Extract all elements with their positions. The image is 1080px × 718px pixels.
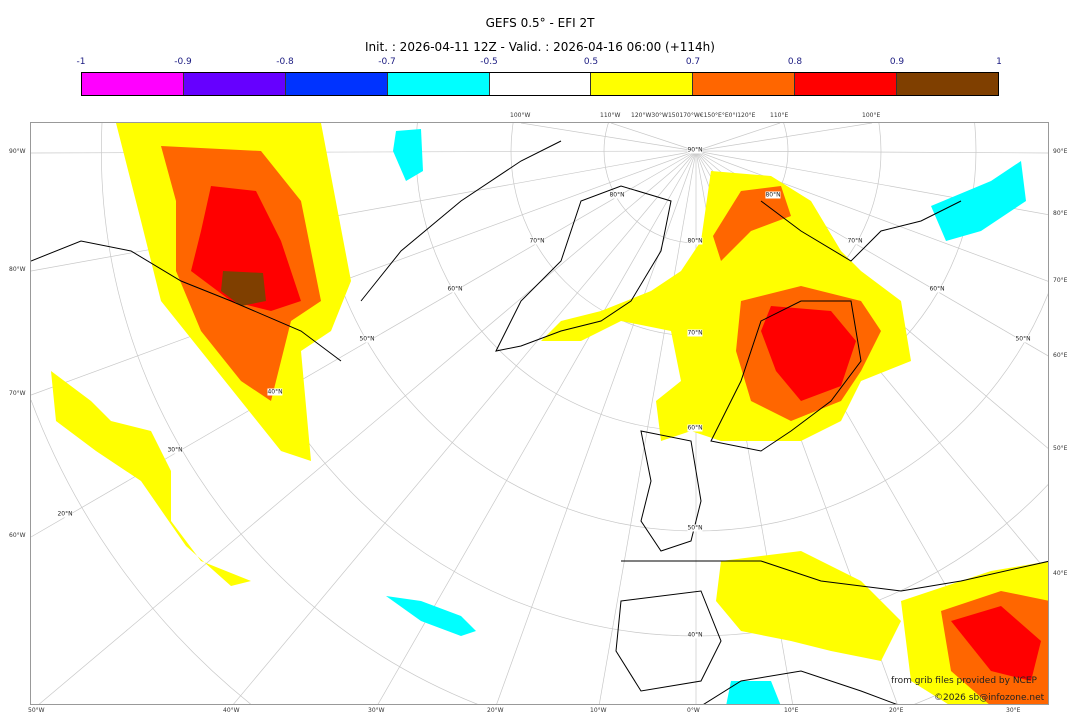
latitude-label: 20°N: [57, 510, 73, 518]
axis-label-left: 70°W: [9, 390, 26, 397]
colorbar-swatch: [897, 73, 999, 95]
axis-label-right: 70°E: [1053, 277, 1068, 284]
latitude-label: 60°N: [929, 285, 945, 293]
axis-label-bottom: 30°W: [368, 707, 385, 714]
efi-area-brown: [221, 271, 266, 306]
axis-label-left: 80°W: [9, 266, 26, 273]
latitude-label: 50°N: [1015, 335, 1031, 343]
colorbar-swatch: [489, 73, 592, 95]
colorbar-tick: 0.5: [583, 57, 599, 67]
colorbar-tick: 0.9: [889, 57, 905, 67]
colorbar-swatch: [285, 73, 388, 95]
efi-area-cyan: [386, 596, 476, 636]
coastlines: [31, 140, 1048, 704]
colorbar-tick: -0.8: [276, 57, 294, 67]
latitude-label: 30°N: [167, 446, 183, 454]
latitude-label: 50°N: [359, 335, 375, 343]
colorbar-tick: 1: [996, 57, 1002, 67]
efi-area-cyan: [726, 681, 781, 704]
colorbar-tick: -0.9: [174, 57, 192, 67]
map-subtitle: Init. : 2026-04-11 12Z - Valid. : 2026-0…: [365, 40, 715, 54]
axis-label-right: 50°E: [1053, 445, 1068, 452]
axis-label-left: 60°W: [9, 532, 26, 539]
efi-area-cyan: [931, 161, 1026, 241]
colorbar-swatch: [693, 73, 796, 95]
map-area: [30, 122, 1049, 705]
efi-area-red: [191, 186, 301, 311]
latitude-label: 50°N: [687, 524, 703, 532]
colorbar-tick: -0.7: [378, 57, 396, 67]
axis-label-bottom: 20°E: [889, 707, 904, 714]
latitude-label: 80°N: [765, 191, 781, 199]
axis-label-right: 40°E: [1053, 570, 1068, 577]
latitude-label: 70°N: [847, 237, 863, 245]
colorbar-swatch: [795, 73, 898, 95]
colorbar-tick: 0.7: [685, 57, 701, 67]
axis-label-bottom: 40°W: [223, 707, 240, 714]
map-title: GEFS 0.5° - EFI 2T: [485, 16, 595, 30]
colorbar-swatch: [183, 73, 286, 95]
efi-area-red: [761, 306, 856, 401]
axis-label-top: 110°E: [770, 112, 789, 119]
efi-area-cyan: [393, 129, 423, 181]
latitude-label: 40°N: [267, 388, 283, 396]
latitude-label: 60°N: [447, 285, 463, 293]
credit-source: from grib files provided by NCEP: [891, 676, 1037, 686]
efi-field: [51, 123, 1048, 704]
efi-area-yellow: [51, 371, 251, 586]
latitude-label: 80°N: [609, 191, 625, 199]
latitude-label: 80°N: [687, 237, 703, 245]
latitude-label: 90°N: [687, 146, 703, 154]
axis-label-top: 100°W: [510, 112, 531, 119]
axis-label-bottom: 0°W: [687, 707, 700, 714]
latitude-label: 60°N: [687, 424, 703, 432]
colorbar: [81, 72, 999, 96]
latitude-label: 70°N: [687, 329, 703, 337]
axis-label-top: 110°W: [600, 112, 621, 119]
latitude-label: 70°N: [529, 237, 545, 245]
axis-label-bottom: 20°W: [487, 707, 504, 714]
colorbar-tick: -0.5: [480, 57, 498, 67]
colorbar-swatch: [82, 73, 184, 95]
axis-label-bottom: 30°E: [1006, 707, 1021, 714]
axis-label-top: 100°E: [862, 112, 881, 119]
credit-copyright: ©2026 sb@infozone.net: [934, 693, 1045, 703]
map-canvas: [31, 123, 1048, 704]
axis-label-left: 90°W: [9, 148, 26, 155]
axis-label-right: 60°E: [1053, 352, 1068, 359]
efi-area-red: [951, 606, 1041, 681]
axis-label-right: 90°E: [1053, 148, 1068, 155]
efi-area-orange: [713, 186, 791, 261]
colorbar-swatch: [591, 73, 694, 95]
axis-label-bottom: 10°E: [784, 707, 799, 714]
efi-area-yellow: [716, 551, 901, 661]
colorbar-swatch: [387, 73, 490, 95]
latitude-label: 40°N: [687, 631, 703, 639]
axis-label-top: 120°W30°W150170°W€150°E°E0°I120°E: [631, 112, 756, 119]
colorbar-tick: -1: [76, 57, 86, 67]
colorbar-tick: 0.8: [787, 57, 803, 67]
axis-label-bottom: 10°W: [590, 707, 607, 714]
axis-label-bottom: 50°W: [28, 707, 45, 714]
axis-label-right: 80°E: [1053, 210, 1068, 217]
